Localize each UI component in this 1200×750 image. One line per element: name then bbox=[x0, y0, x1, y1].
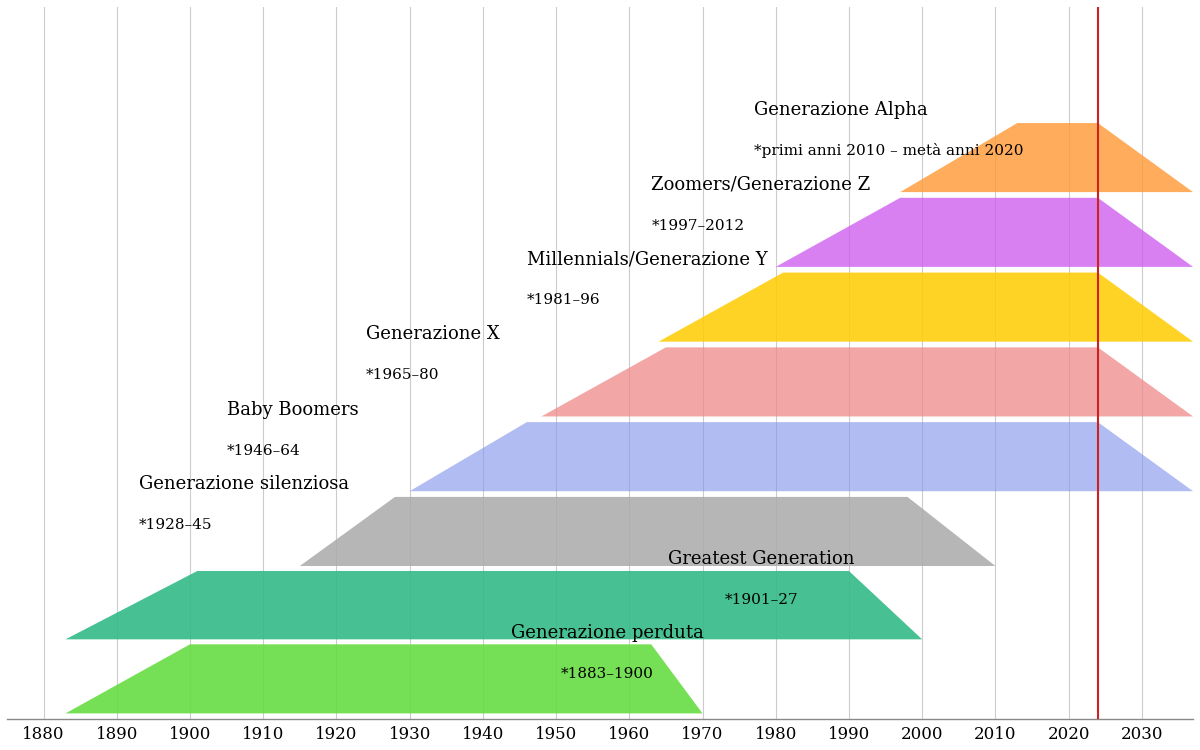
Polygon shape bbox=[775, 198, 1193, 267]
Polygon shape bbox=[541, 347, 1193, 416]
Polygon shape bbox=[659, 272, 1193, 342]
Text: *1946–64: *1946–64 bbox=[227, 444, 300, 458]
Text: Baby Boomers: Baby Boomers bbox=[227, 400, 359, 418]
Text: *1883–1900: *1883–1900 bbox=[560, 668, 654, 681]
Text: Generazione perduta: Generazione perduta bbox=[511, 624, 703, 642]
Polygon shape bbox=[409, 422, 1193, 491]
Text: Generazione silenziosa: Generazione silenziosa bbox=[139, 475, 349, 493]
Text: *1928–45: *1928–45 bbox=[139, 518, 212, 532]
Polygon shape bbox=[66, 571, 922, 639]
Text: *primi anni 2010 – metà anni 2020: *primi anni 2010 – metà anni 2020 bbox=[754, 143, 1024, 158]
Text: Zoomers/Generazione Z: Zoomers/Generazione Z bbox=[652, 176, 870, 194]
Text: Greatest Generation: Greatest Generation bbox=[668, 550, 854, 568]
Polygon shape bbox=[900, 123, 1193, 192]
Text: *1981–96: *1981–96 bbox=[527, 293, 600, 308]
Text: *1901–27: *1901–27 bbox=[725, 593, 798, 608]
Text: Millennials/Generazione Y: Millennials/Generazione Y bbox=[527, 251, 768, 268]
Text: Generazione X: Generazione X bbox=[366, 325, 499, 343]
Polygon shape bbox=[300, 497, 995, 566]
Polygon shape bbox=[66, 644, 702, 713]
Text: *1965–80: *1965–80 bbox=[366, 368, 439, 382]
Text: *1997–2012: *1997–2012 bbox=[652, 219, 744, 232]
Text: Generazione Alpha: Generazione Alpha bbox=[754, 100, 928, 118]
